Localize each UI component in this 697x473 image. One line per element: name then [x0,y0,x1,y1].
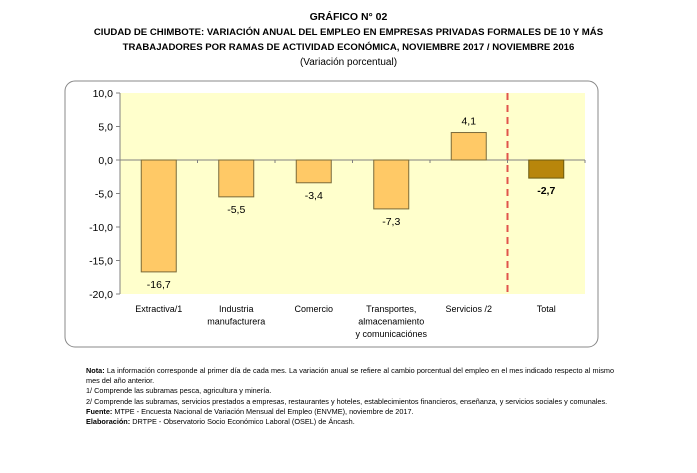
x-tick-label: Transportes, [366,304,416,314]
data-label: -5,5 [227,204,245,216]
bar [450,132,487,161]
y-tick-label: 10,0 [93,88,114,100]
data-label: -7,3 [382,216,400,228]
bar [528,159,565,179]
x-tick-label: Comercio [294,304,333,314]
x-tick-label: Industria [219,304,254,314]
x-tick-label: Extractiva/1 [135,304,182,314]
data-label: -2,7 [537,185,555,197]
y-tick-label: 0,0 [98,155,113,167]
elaboracion: Elaboración: DRTPE - Observatorio Socio … [86,417,355,427]
nota: Nota: La información corresponde al prim… [86,366,614,386]
bar [218,159,255,198]
chart-title-line2: TRABAJADORES POR RAMAS DE ACTIVIDAD ECON… [122,42,575,53]
x-tick-label: Total [537,304,556,314]
x-tick-label: almacenamiento [358,317,424,327]
x-tick-label: manufacturera [207,317,265,327]
y-tick-label: -20,0 [89,289,113,301]
note-1: 1/ Comprende las subramas pesca, agricul… [86,386,272,396]
y-tick-label: -5,0 [95,189,113,201]
data-label: -3,4 [305,190,323,202]
y-tick-label: -15,0 [89,256,113,268]
notes: Nota: La información corresponde al prim… [86,366,614,427]
bar [373,159,410,210]
data-label: 4,1 [461,116,476,128]
y-tick-label: -10,0 [89,222,113,234]
chart-title-line1: CIUDAD DE CHIMBOTE: VARIACIÓN ANUAL DEL … [93,27,604,38]
fuente: Fuente: MTPE - Encuesta Nacional de Vari… [86,406,414,416]
chart-subtitle: (Variación porcentual) [299,57,398,68]
plot-area [120,93,585,294]
bar [295,159,332,184]
bar [140,159,177,273]
data-label: -16,7 [147,279,171,291]
chart-label: GRÁFICO N° 02 [309,11,388,23]
x-tick-label: Servicios /2 [445,304,492,314]
note-2: 2/ Comprende las subramas, servicios pre… [86,396,608,406]
x-tick-label: y comunicaciónes [355,329,427,339]
y-tick-label: 5,0 [98,122,113,134]
